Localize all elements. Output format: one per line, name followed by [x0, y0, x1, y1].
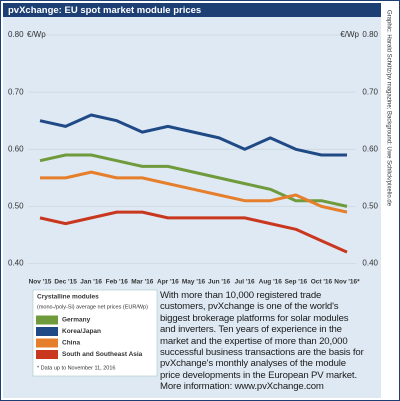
- y-tick-label: 0.80: [8, 30, 24, 39]
- legend-swatch: [36, 327, 58, 336]
- x-tick-label: Nov '16*: [334, 279, 360, 286]
- x-tick-label: Mar '16: [131, 279, 154, 286]
- y-tick-label: 0.70: [8, 87, 24, 96]
- y2-tick-label: 0.70: [362, 87, 378, 96]
- y2-tick-label: 0.50: [362, 202, 378, 211]
- y-tick-label: 0.50: [8, 202, 24, 211]
- x-tick-label: Nov '15: [29, 279, 52, 286]
- legend-label: South and Southeast Asia: [62, 351, 143, 358]
- legend-title: Crystalline modules: [37, 294, 99, 301]
- y2-unit: €/Wp: [340, 30, 359, 39]
- chart-title: pvXchange: EU spot market module prices: [8, 5, 201, 16]
- y2-tick-label: 0.80: [362, 30, 378, 39]
- credit: Graphic: Harald Schütz/pv magazine; Back…: [385, 10, 391, 207]
- legend-swatch: [36, 315, 58, 325]
- x-tick-label: Jul '16: [235, 279, 255, 286]
- y2-tick-label: 0.40: [362, 259, 378, 268]
- header-bar: [3, 3, 381, 17]
- legend-swatch: [36, 338, 58, 348]
- x-tick-label: Aug '16: [259, 279, 283, 286]
- legend-subtitle: (mono-/poly-Si) average net prices (EUR/…: [37, 304, 148, 310]
- y-tick-label: 0.40: [8, 259, 24, 268]
- x-tick-label: Apr '16: [157, 279, 179, 286]
- legend-label: Korea/Japan: [62, 328, 101, 335]
- legend-note: * Data up to November 11, 2016: [37, 365, 115, 371]
- series-line: [39, 153, 348, 208]
- series-line: [39, 113, 347, 157]
- y-tick-label: 0.60: [8, 144, 24, 153]
- y-unit: €/Wp: [27, 30, 46, 39]
- legend-label: China: [62, 340, 80, 347]
- x-tick-label: Sep '16: [285, 279, 308, 286]
- y2-tick-label: 0.60: [362, 144, 378, 153]
- series-line: [40, 170, 348, 214]
- x-tick-label: Jun '16: [208, 279, 231, 286]
- x-tick-label: Oct '16: [311, 279, 333, 286]
- series-line: [39, 210, 348, 254]
- legend-swatch: [36, 350, 58, 359]
- x-tick-label: May '16: [182, 279, 206, 286]
- x-tick-label: Feb '16: [106, 279, 129, 286]
- x-tick-label: Dec '15: [54, 279, 77, 286]
- x-tick-label: Jan '16: [80, 279, 102, 286]
- legend-label: Germany: [62, 317, 91, 324]
- description: With more than 10,000 registered trade c…: [160, 290, 364, 393]
